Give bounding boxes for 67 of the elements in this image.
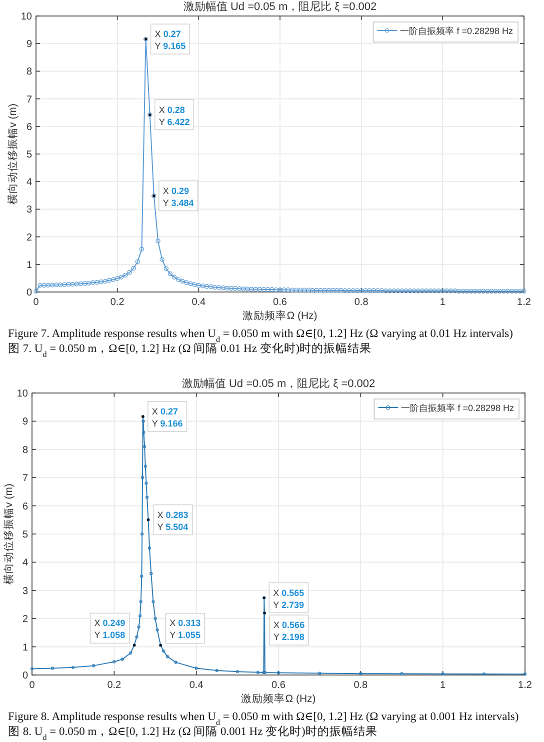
x-tick-label: 0.2	[110, 297, 125, 308]
legend-label: 一阶自振频率 f =0.28298 Hz	[401, 403, 514, 413]
caption: Figure 7. Amplitude response results when U$_{d}$ = 0.050 m with Ω∈[0, 1.2] Hz (Ω varying at 0.01 Hz intervals)	[8, 328, 514, 344]
annotation: X 0.313 Y 1.055	[170, 618, 201, 640]
caption: 图 7. U$_{d}$ = 0.050 m，Ω∈[0, 1.2] Hz (Ω 间隔 0.01 Hz 变化时)时的振幅结果	[8, 341, 372, 358]
legend: 一阶自振频率 f =0.28298 Hz	[374, 398, 520, 420]
y-tick-label: 5	[22, 530, 28, 540]
annotation: X 0.27 Y 9.165	[154, 29, 186, 52]
datatip: X 0.249 Y 1.058	[90, 612, 130, 644]
x-tick-label: 1.2	[517, 297, 532, 308]
datatip: X 0.565 Y 2.739	[268, 582, 309, 614]
y-tick-label: 3	[22, 586, 28, 597]
y-tick-label: 0	[22, 670, 28, 682]
y-axis-title: 横向动位移振幅v (m)	[2, 484, 15, 584]
y-tick-label: 1	[26, 260, 32, 271]
legend: 一阶自振频率 f =0.28298 Hz	[372, 22, 518, 42]
x-tick-label: 0.4	[192, 297, 206, 308]
chart-title: 激励幅值 Ud =0.05 m，阻尼比 ξ =0.002	[183, 0, 377, 13]
annotation: X 0.29 Y 3.484	[162, 186, 194, 208]
x-tick-label: 0	[33, 297, 40, 308]
caption: 图 8. U$_{d}$ = 0.050 m，Ω∈[0, 1.2] Hz (Ω 间隔 0.001 Hz 变化时)时的振幅结果	[8, 724, 378, 742]
y-tick-label: 9	[26, 39, 32, 50]
datatip: X 0.27 Y 9.166	[148, 401, 188, 432]
y-tick-label: 6	[22, 501, 28, 512]
y-tick-label: 2	[26, 232, 32, 244]
y-tick-label: 4	[26, 177, 32, 188]
y-tick-label: 7	[26, 94, 32, 106]
y-tick-label: 2	[22, 614, 28, 626]
y-tick-label: 10	[20, 12, 32, 22]
y-tick-label: 10	[16, 388, 28, 400]
datatip: X 0.566 Y 2.198	[269, 614, 309, 646]
y-tick-label: 9	[22, 416, 28, 428]
x-axis-title: 激励频率Ω (Hz)	[242, 309, 318, 322]
x-tick-label: 1.2	[518, 680, 532, 691]
y-tick-label: 6	[26, 122, 32, 133]
datatip: X 0.313 Y 1.055	[165, 612, 205, 644]
annotation: X 0.565 Y 2.739	[273, 588, 304, 610]
y-tick-label: 1	[22, 642, 28, 654]
x-tick-label: 0.4	[189, 680, 204, 691]
y-tick-label: 0	[26, 288, 32, 298]
x-axis-title: 激励频率Ω (Hz)	[241, 692, 316, 705]
annotation: X 0.283 Y 5.504	[157, 510, 188, 532]
datatip: X 0.27 Y 9.165	[150, 24, 190, 54]
x-tick-label: 0.8	[354, 680, 368, 691]
annotation: X 0.28 Y 6.422	[158, 104, 190, 127]
y-axis-title: 横向动位移振幅v (m)	[6, 104, 19, 204]
legend-label: 一阶自振频率 f =0.28298 Hz	[400, 26, 514, 36]
y-tick-label: 8	[26, 66, 32, 78]
caption: Figure 8. Amplitude response results when U$_{d}$ = 0.050 m with Ω∈[0, 1.2] Hz (Ω varying at 0.001 Hz intervals)	[8, 711, 519, 726]
chart-title: 激励幅值 Ud =0.05 m，阻尼比 ξ =0.002	[182, 377, 376, 390]
x-tick-label: 0.6	[273, 297, 288, 308]
x-tick-label: 0.8	[354, 297, 369, 308]
x-tick-label: 1	[440, 297, 446, 308]
y-tick-label: 5	[26, 150, 32, 160]
x-tick-label: 0.2	[107, 680, 122, 691]
annotation: X 0.27 Y 9.166	[152, 406, 183, 429]
y-tick-label: 8	[22, 444, 28, 456]
x-tick-label: 0.6	[272, 680, 286, 691]
datatip: X 0.28 Y 6.422	[154, 99, 194, 130]
annotation: X 0.249 Y 1.058	[94, 618, 126, 640]
datatip: X 0.29 Y 3.484	[158, 180, 198, 212]
y-tick-label: 7	[22, 473, 28, 484]
annotation: X 0.566 Y 2.198	[274, 620, 305, 642]
y-tick-label: 3	[26, 204, 32, 216]
x-tick-label: 1	[440, 680, 446, 691]
y-tick-label: 4	[22, 558, 28, 569]
datatip: X 0.283 Y 5.504	[152, 504, 193, 536]
